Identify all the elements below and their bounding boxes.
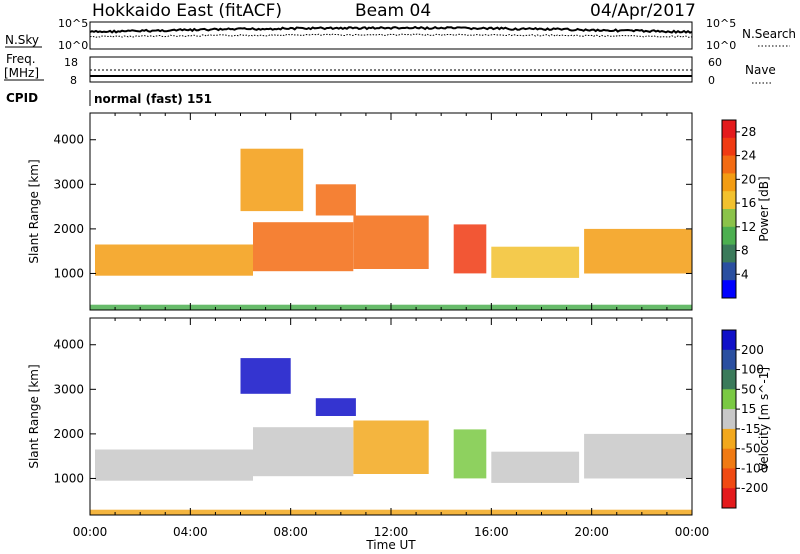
y-axis-label: Slant Range [km] — [27, 159, 41, 263]
colorbar-label: Power [dB] — [757, 176, 771, 241]
data-region — [584, 433, 692, 479]
data-region — [253, 222, 354, 272]
y-tick-label: 1000 — [53, 266, 84, 280]
beam-label: Beam 04 — [355, 1, 431, 21]
x-tick-label: 00:00 — [73, 525, 108, 539]
data-region — [353, 420, 429, 474]
colorbar-tick-label: 28 — [741, 125, 756, 139]
power-panel: 1000 2000 3000 4000 Slant Range [km] 4 8 12 16 20… — [27, 112, 771, 311]
data-region — [353, 215, 429, 269]
colorbar-tick-label: -50 — [741, 442, 761, 456]
colorbar-swatch — [722, 389, 736, 410]
x-tick-label: 04:00 — [173, 525, 208, 539]
colorbar-tick-label: 8 — [741, 244, 749, 258]
colorbar-swatch — [722, 209, 736, 228]
colorbar-swatch — [722, 137, 736, 157]
y-tick-label: 2000 — [53, 222, 84, 236]
colorbar-label: Velocity [m s^-1] — [757, 367, 771, 471]
time-axis-label: Time UT — [365, 538, 416, 552]
nsky-tick-bottom: 10^0 — [58, 39, 88, 52]
x-tick-label: 00:00 — [675, 525, 710, 539]
colorbar-swatch — [722, 262, 736, 281]
nave-tick-bottom: 0 — [708, 74, 715, 87]
data-region — [453, 429, 487, 479]
noise-strip-frame — [89, 21, 693, 50]
data-region — [315, 398, 356, 416]
colorbar-swatch — [722, 155, 736, 174]
colorbar-swatch — [722, 120, 736, 139]
data-region — [315, 184, 356, 216]
panel-frame — [89, 317, 693, 516]
data-region — [584, 228, 692, 274]
colorbar-tick-label: 100 — [741, 363, 764, 377]
colorbar-swatch — [722, 280, 736, 299]
y-axis-label: Slant Range [km] — [27, 364, 41, 468]
nsearch-label: N.Search — [742, 27, 796, 41]
data-region — [491, 451, 580, 483]
colorbar-swatch — [722, 349, 736, 371]
y-tick-label: 4000 — [53, 133, 84, 147]
nsky-label: N.Sky — [5, 33, 39, 47]
colorbar-tick-label: -200 — [741, 481, 768, 495]
velocity-panel: 1000 2000 3000 4000 Slant Range [km] 200 100 50… — [27, 317, 771, 516]
colorbar-swatch — [722, 226, 736, 246]
colorbar-swatch — [722, 173, 736, 192]
colorbar-swatch — [722, 428, 736, 450]
y-tick-label: 1000 — [53, 471, 84, 485]
nave-tick-top: 60 — [708, 56, 722, 69]
colorbar-tick-label: 4 — [741, 267, 749, 281]
x-tick-label: 08:00 — [273, 525, 308, 539]
data-region — [95, 449, 253, 481]
y-tick-label: 2000 — [53, 427, 84, 441]
date-label: 04/Apr/2017 — [590, 1, 696, 21]
nsearch-trace — [89, 33, 693, 38]
freq-label: Freq. — [6, 52, 36, 66]
x-tick-label: 16:00 — [474, 525, 509, 539]
colorbar-tick-label: 15 — [741, 402, 756, 416]
cpid-label: CPID — [6, 91, 38, 105]
y-tick-label: 3000 — [53, 177, 84, 191]
colorbar-tick-label: 20 — [741, 172, 756, 186]
freq-tick-top: 18 — [64, 56, 78, 69]
colorbar-frame — [721, 119, 737, 299]
colorbar-tick-label: -15 — [741, 422, 761, 436]
colorbar-tick-label: 200 — [741, 343, 764, 357]
colorbar-swatch — [722, 330, 736, 351]
data-region — [253, 427, 354, 477]
data-region — [240, 148, 304, 212]
colorbar-swatch — [722, 409, 736, 430]
colorbar-swatch — [722, 468, 736, 489]
colorbar-swatch — [722, 369, 736, 390]
data-region — [491, 246, 580, 278]
freq-unit: [MHz] — [4, 66, 39, 80]
colorbar-swatch — [722, 488, 736, 509]
nsearch-tick-bottom: 10^0 — [706, 39, 736, 52]
data-region — [240, 358, 291, 394]
nsky-tick-top: 10^5 — [58, 17, 88, 30]
colorbar-tick-label: 12 — [741, 220, 756, 234]
data-region — [95, 244, 253, 276]
x-tick-label: 20:00 — [574, 525, 609, 539]
x-tick-label: 12:00 — [374, 525, 409, 539]
colorbar-swatch — [722, 244, 736, 263]
y-tick-label: 3000 — [53, 382, 84, 396]
nsky-trace — [89, 25, 693, 34]
nave-label: Nave — [745, 63, 776, 77]
colorbar-tick-label: 16 — [741, 196, 756, 210]
y-tick-label: 4000 — [53, 338, 84, 352]
colorbar-tick-label: 24 — [741, 149, 756, 163]
freq-tick-bottom: 8 — [70, 74, 77, 87]
colorbar-swatch — [722, 191, 736, 210]
panel-frame — [89, 112, 693, 311]
colorbar-tick-label: -100 — [741, 461, 768, 475]
data-region — [453, 224, 487, 274]
colorbar-swatch — [722, 448, 736, 469]
time-axis: 00:00 04:00 08:00 12:00 16:00 20:00 00:00 — [73, 525, 710, 539]
colorbar-frame — [721, 329, 737, 509]
nsearch-tick-top: 10^5 — [706, 17, 736, 30]
cpid-value: normal (fast) 151 — [94, 92, 212, 106]
colorbar-tick-label: 50 — [741, 382, 756, 396]
station-title: Hokkaido East (fitACF) — [92, 1, 282, 21]
